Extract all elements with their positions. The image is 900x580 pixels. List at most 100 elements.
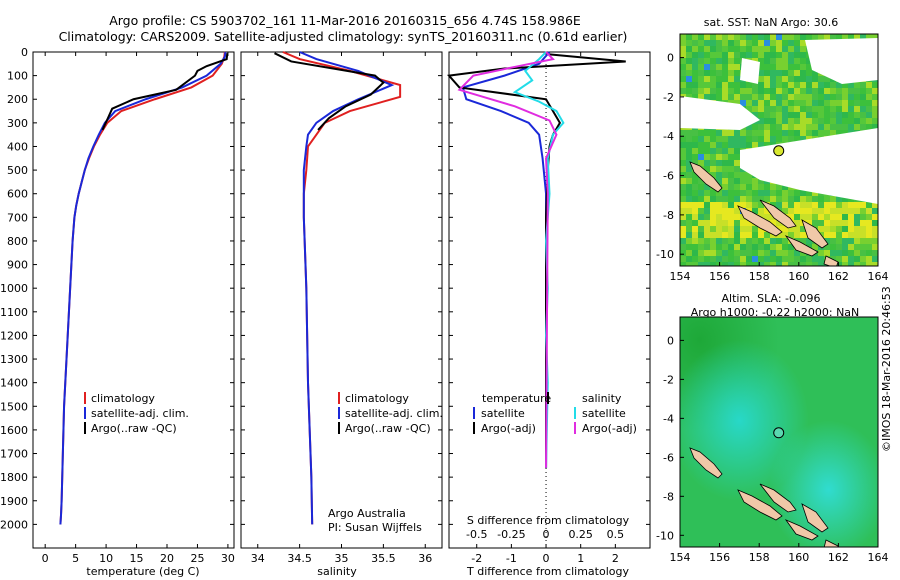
- sst-cell: [704, 214, 710, 220]
- sst-cell: [788, 262, 794, 266]
- sst-cell: [698, 76, 704, 82]
- sst-cell: [872, 88, 878, 94]
- depth-tick-label: 500: [7, 164, 28, 177]
- sst-cell: [746, 172, 752, 178]
- sst-cell: [746, 130, 752, 136]
- sst-cell: [758, 130, 764, 136]
- sst-cell: [728, 172, 734, 178]
- sst-cell: [734, 202, 740, 208]
- salinity-xlabel: salinity: [317, 565, 357, 578]
- sst-cell: [728, 142, 734, 148]
- sst-cell: [734, 88, 740, 94]
- sst-cell: [782, 238, 788, 244]
- sst-cell: [722, 244, 728, 250]
- sst-cell: [704, 46, 710, 52]
- sst-cell: [728, 34, 734, 40]
- sst-cell: [794, 124, 800, 130]
- sst-cell: [866, 82, 872, 88]
- sst-cell: [704, 220, 710, 226]
- sst-cell: [830, 124, 836, 130]
- sst-cell: [764, 82, 770, 88]
- sst-cell: [746, 142, 752, 148]
- sst-cell: [776, 202, 782, 208]
- sst-cell: [800, 214, 806, 220]
- s-diff-tick-label: 0: [543, 528, 550, 541]
- sst-map-frame: [679, 33, 879, 267]
- sst-cell: [728, 238, 734, 244]
- sst-cell: [698, 142, 704, 148]
- sst-cell: [728, 88, 734, 94]
- sst-cell: [830, 250, 836, 256]
- depth-tick-label: 300: [7, 117, 28, 130]
- sst-cell: [698, 262, 704, 266]
- sst-cell: [872, 250, 878, 256]
- sst-cell: [830, 34, 836, 40]
- sst-cell: [812, 190, 818, 196]
- sst-cell: [818, 100, 824, 106]
- sst-cell: [722, 142, 728, 148]
- sst-cell: [710, 202, 716, 208]
- sst-cell: [686, 196, 692, 202]
- sst-cell: [752, 232, 758, 238]
- sst-cell: [812, 220, 818, 226]
- annotation-pi: PI: Susan Wijffels: [328, 521, 422, 534]
- lon-tick-label: 156: [709, 270, 730, 283]
- sst-cell: [812, 124, 818, 130]
- sst-cell: [680, 136, 686, 142]
- sst-cell: [698, 256, 704, 262]
- sst-cell: [758, 106, 764, 112]
- sst-cell: [788, 256, 794, 262]
- sst-cell: [722, 34, 728, 40]
- sst-cell: [704, 160, 710, 166]
- sst-cell: [824, 226, 830, 232]
- sst-cell: [848, 226, 854, 232]
- sst-cell: [824, 244, 830, 250]
- sst-cell: [752, 250, 758, 256]
- sst-cell: [686, 34, 692, 40]
- sst-cell: [764, 142, 770, 148]
- sst-cell: [734, 52, 740, 58]
- sst-cell: [776, 58, 782, 64]
- sst-cell: [812, 130, 818, 136]
- sst-cell: [848, 94, 854, 100]
- sst-cell: [704, 238, 710, 244]
- sst-cell: [764, 94, 770, 100]
- sst-cell: [752, 130, 758, 136]
- sst-cell: [800, 82, 806, 88]
- sst-cell: [716, 166, 722, 172]
- sst-cell: [692, 142, 698, 148]
- sst-cell: [716, 178, 722, 184]
- sst-cell: [686, 214, 692, 220]
- lat-tick-label: -2: [663, 373, 674, 386]
- sst-cell: [716, 172, 722, 178]
- sst-cell: [728, 76, 734, 82]
- sst-cell: [704, 154, 710, 160]
- sst-cell: [806, 130, 812, 136]
- sst-cell: [686, 220, 692, 226]
- sst-cell: [728, 196, 734, 202]
- sst-cell: [746, 34, 752, 40]
- sst-cell: [710, 70, 716, 76]
- sst-cell: [830, 226, 836, 232]
- sst-cell: [770, 190, 776, 196]
- sst-cell: [716, 52, 722, 58]
- sst-cell: [704, 94, 710, 100]
- sst-cell: [752, 142, 758, 148]
- sst-cell: [818, 130, 824, 136]
- sst-cell: [764, 130, 770, 136]
- sst-cell: [686, 82, 692, 88]
- sst-cell: [692, 208, 698, 214]
- sst-cell: [746, 184, 752, 190]
- sst-cell: [758, 76, 764, 82]
- sst-cell: [788, 70, 794, 76]
- island-malaita: [801, 219, 829, 249]
- sst-cell: [746, 82, 752, 88]
- sst-cell: [836, 220, 842, 226]
- sst-cell: [740, 178, 746, 184]
- sst-cell: [722, 256, 728, 262]
- sst-cell: [692, 148, 698, 154]
- sst-cell: [734, 262, 740, 266]
- sst-cell: [794, 208, 800, 214]
- sst-missing-patch: [740, 58, 760, 84]
- sst-cell: [794, 220, 800, 226]
